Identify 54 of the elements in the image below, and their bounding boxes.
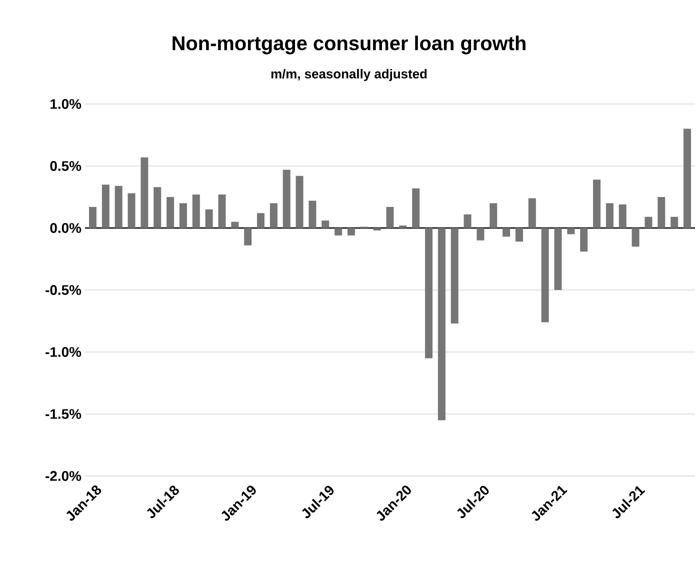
- y-tick-label: -2.0%: [46, 471, 82, 481]
- bar: [618, 204, 626, 228]
- bar: [373, 228, 381, 230]
- bar: [528, 198, 536, 228]
- bar: [438, 228, 446, 420]
- y-tick-label: -1.0%: [46, 347, 82, 357]
- y-tick-label: -0.5%: [46, 285, 82, 295]
- bar: [257, 213, 265, 228]
- bar: [606, 203, 614, 228]
- bar: [490, 203, 498, 228]
- bar: [554, 228, 562, 290]
- bar: [244, 228, 252, 246]
- bar: [308, 200, 316, 228]
- bar: [218, 194, 226, 228]
- bar: [412, 188, 420, 228]
- bar: [154, 187, 162, 228]
- bar: [450, 228, 458, 324]
- y-tick-label: -1.5%: [46, 409, 82, 419]
- bar: [567, 228, 575, 234]
- bar: [658, 196, 666, 228]
- bar: [334, 228, 342, 236]
- bar: [464, 214, 472, 228]
- bar: [476, 228, 484, 240]
- bar: [580, 228, 588, 252]
- bar: [502, 228, 510, 237]
- bar: [644, 216, 652, 228]
- bar: [347, 228, 355, 236]
- bar: [670, 216, 678, 228]
- bar: [425, 228, 433, 358]
- bar: [684, 128, 692, 228]
- bar: [541, 228, 549, 322]
- bar: [192, 194, 200, 228]
- bar: [632, 228, 640, 247]
- bar: [282, 170, 290, 228]
- bar: [322, 220, 330, 228]
- chart-title: Non-mortgage consumer loan growth: [172, 36, 526, 54]
- bar: [593, 180, 601, 228]
- bar: [128, 193, 136, 228]
- bar: [205, 209, 213, 228]
- bar: [140, 157, 148, 228]
- y-tick-label: 0.0%: [50, 223, 82, 233]
- bar: [179, 203, 187, 228]
- bar: [296, 176, 304, 228]
- bar: [166, 196, 174, 228]
- bar: [270, 203, 278, 228]
- bar: [231, 222, 239, 228]
- bar: [89, 206, 97, 228]
- bar: [102, 184, 110, 228]
- y-tick-label: 0.5%: [50, 161, 82, 171]
- bar: [386, 206, 394, 228]
- bar: [114, 186, 122, 228]
- bar: [515, 228, 523, 242]
- chart-subtitle: m/m, seasonally adjusted: [271, 68, 427, 82]
- y-tick-label: 1.0%: [50, 99, 82, 109]
